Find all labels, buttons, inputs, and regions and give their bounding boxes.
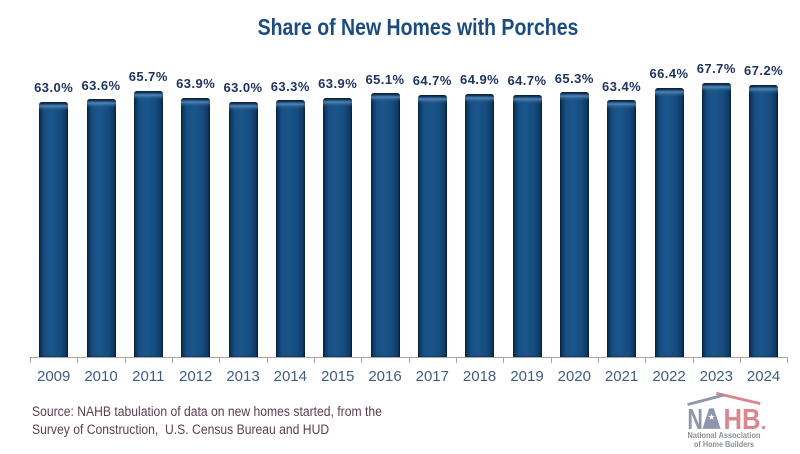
svg-text:HB: HB xyxy=(724,404,761,436)
svg-text:National Association: National Association xyxy=(688,431,761,440)
svg-text:N: N xyxy=(687,404,703,436)
svg-text:of Home Builders: of Home Builders xyxy=(694,440,754,449)
